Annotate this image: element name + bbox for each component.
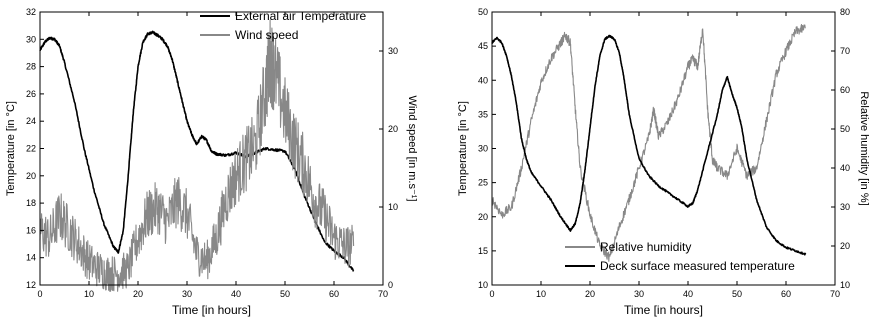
y-left-axis-label: Temperature [in °C] — [457, 101, 469, 196]
y-left-tick-label: 35 — [478, 109, 488, 119]
x-tick-label: 10 — [536, 289, 546, 299]
x-tick-label: 70 — [830, 289, 840, 299]
x-tick-label: 20 — [585, 289, 595, 299]
x-tick-label: 20 — [133, 289, 143, 299]
y-left-tick-label: 30 — [478, 144, 488, 154]
y-right-tick-label: 70 — [840, 46, 850, 56]
y-right-tick-label: 30 — [388, 46, 398, 56]
y-left-tick-label: 20 — [26, 171, 36, 181]
y-right-axis-label: Wind speed [in m.s⁻¹] — [406, 95, 418, 201]
chart-air-temperature-wind: 0 10 20 30 40 50 60 70 12 14 16 18 20 22 24 26 28 30 32 0 10… — [5, 7, 418, 317]
y-left-tick-label: 30 — [26, 34, 36, 44]
y-left-tick-label: 15 — [478, 246, 488, 256]
y-left-tick-label: 32 — [26, 7, 36, 17]
x-tick-label: 0 — [489, 289, 494, 299]
series-line-0 — [39, 30, 355, 272]
y-right-tick-label: 50 — [840, 124, 850, 134]
y-left-tick-label: 20 — [478, 212, 488, 222]
y-left-tick-label: 22 — [26, 144, 36, 154]
y-right-tick-label: 60 — [840, 85, 850, 95]
y-right-axis-label: Relative humidity [in %] — [858, 91, 870, 205]
y-left-tick-label: 25 — [478, 178, 488, 188]
legend-label: Deck surface measured temperature — [600, 259, 795, 273]
y-left-tick-label: 28 — [26, 62, 36, 72]
y-left-axis-label: Temperature [in °C] — [5, 101, 17, 196]
y-right-tick-label: 10 — [840, 280, 850, 290]
y-left-tick-label: 18 — [26, 198, 36, 208]
x-tick-label: 50 — [732, 289, 742, 299]
legend-label: Wind speed — [235, 28, 298, 42]
x-axis-label: Time [in hours] — [172, 303, 251, 317]
x-tick-label: 50 — [280, 289, 290, 299]
y-left-tick-label: 50 — [478, 7, 488, 17]
y-right-tick-label: 0 — [388, 280, 393, 290]
y-left-tick-label: 10 — [478, 280, 488, 290]
y-left-tick-label: 14 — [26, 253, 36, 263]
x-tick-label: 40 — [231, 289, 241, 299]
x-tick-label: 0 — [37, 289, 42, 299]
y-left-tick-label: 16 — [26, 225, 36, 235]
x-tick-label: 30 — [634, 289, 644, 299]
chart-deck-temperature-humidity: 0 10 20 30 40 50 60 701015202530354045501020304… — [457, 7, 870, 317]
x-tick-label: 70 — [378, 289, 388, 299]
y-right-tick-label: 30 — [840, 202, 850, 212]
x-tick-label: 60 — [329, 289, 339, 299]
y-right-tick-label: 20 — [840, 241, 850, 251]
series-line-1 — [39, 19, 355, 292]
y-left-tick-label: 12 — [26, 280, 36, 290]
x-axis-label: Time [in hours] — [624, 303, 703, 317]
legend-label: Relative humidity — [600, 240, 691, 254]
x-tick-label: 10 — [84, 289, 94, 299]
y-left-tick-label: 40 — [478, 75, 488, 85]
y-left-tick-label: 24 — [26, 116, 36, 126]
legend-label: External air Temperature — [235, 9, 367, 23]
y-right-tick-label: 40 — [840, 163, 850, 173]
y-right-tick-label: 10 — [388, 202, 398, 212]
y-right-tick-label: 20 — [388, 124, 398, 134]
y-left-tick-label: 26 — [26, 89, 36, 99]
series-line-1 — [491, 34, 807, 256]
x-tick-label: 60 — [781, 289, 791, 299]
series-line-0 — [491, 23, 806, 262]
x-tick-label: 30 — [182, 289, 192, 299]
x-tick-label: 40 — [683, 289, 693, 299]
y-left-tick-label: 45 — [478, 41, 488, 51]
y-right-tick-label: 80 — [840, 7, 850, 17]
